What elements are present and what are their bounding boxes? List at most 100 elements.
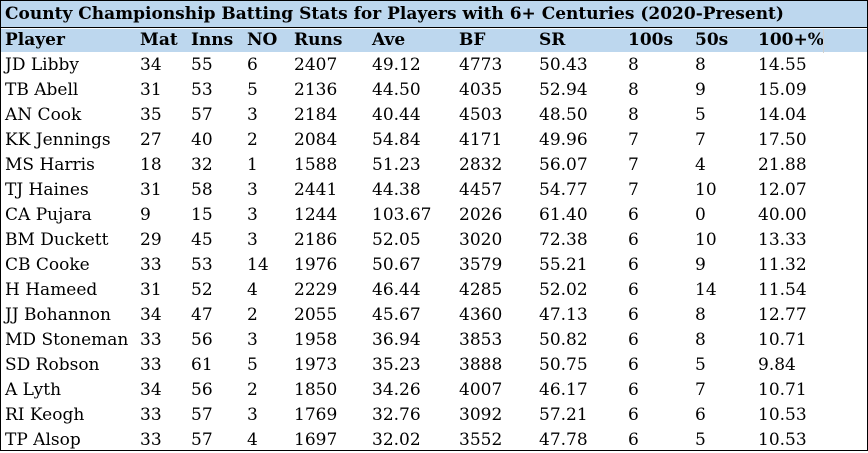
cell-ave: 51.23 xyxy=(372,155,421,175)
cell-runs: 1850 xyxy=(294,380,338,400)
cell-50s: 8 xyxy=(695,305,706,325)
cell-100s: 8 xyxy=(628,55,639,75)
cell-ave: 49.12 xyxy=(372,55,421,75)
cell-bf: 2026 xyxy=(459,205,503,225)
cell-100s: 6 xyxy=(628,305,639,325)
cell-sr: 46.17 xyxy=(539,380,588,400)
cell-50s: 6 xyxy=(695,405,706,425)
header-inns: Inns xyxy=(191,30,234,50)
cell-ave: 35.23 xyxy=(372,355,421,375)
cell-sr: 47.78 xyxy=(539,430,588,450)
cell-50s: 14 xyxy=(695,280,717,300)
cell-inns: 56 xyxy=(191,380,213,400)
cell-100s: 6 xyxy=(628,405,639,425)
cell-100pct: 12.77 xyxy=(758,305,807,325)
cell-inns: 53 xyxy=(191,255,213,275)
cell-no: 3 xyxy=(247,330,258,350)
cell-100pct: 10.71 xyxy=(758,330,807,350)
table-row: MS Harris 18 32 1 1588 51.23 2832 56.07 7 4 21.88 xyxy=(1,153,867,178)
cell-bf: 3888 xyxy=(459,355,503,375)
cell-mat: 35 xyxy=(140,105,162,125)
cell-50s: 7 xyxy=(695,380,706,400)
cell-runs: 2229 xyxy=(294,280,338,300)
cell-inns: 32 xyxy=(191,155,213,175)
cell-100pct: 21.88 xyxy=(758,155,807,175)
cell-100s: 6 xyxy=(628,230,639,250)
cell-bf: 3020 xyxy=(459,230,503,250)
cell-runs: 2184 xyxy=(294,105,338,125)
cell-ave: 32.02 xyxy=(372,430,421,450)
cell-bf: 4007 xyxy=(459,380,503,400)
cell-sr: 72.38 xyxy=(539,230,588,250)
cell-runs: 1976 xyxy=(294,255,338,275)
header-50s: 50s xyxy=(695,30,729,50)
cell-player: SD Robson xyxy=(5,355,100,375)
cell-100pct: 15.09 xyxy=(758,80,807,100)
header-player: Player xyxy=(5,30,65,50)
cell-100s: 7 xyxy=(628,180,639,200)
table-row: JD Libby 34 55 6 2407 49.12 4773 50.43 8 8 14.55 xyxy=(1,53,867,78)
cell-50s: 8 xyxy=(695,330,706,350)
header-row: Player Mat Inns NO Runs Ave BF SR 100s 50s 100+% xyxy=(1,29,867,52)
cell-100pct: 40.00 xyxy=(758,205,807,225)
table-row: A Lyth 34 56 2 1850 34.26 4007 46.17 6 7 10.71 xyxy=(1,378,867,403)
cell-ave: 52.05 xyxy=(372,230,421,250)
header-100pct: 100+% xyxy=(758,30,824,50)
cell-no: 3 xyxy=(247,180,258,200)
cell-ave: 34.26 xyxy=(372,380,421,400)
cell-mat: 9 xyxy=(140,205,151,225)
cell-100s: 6 xyxy=(628,255,639,275)
cell-100pct: 14.55 xyxy=(758,55,807,75)
table-row: CB Cooke 33 53 14 1976 50.67 3579 55.21 6 9 11.32 xyxy=(1,253,867,278)
cell-bf: 4171 xyxy=(459,130,503,150)
cell-runs: 2186 xyxy=(294,230,338,250)
cell-100s: 8 xyxy=(628,105,639,125)
table-row: MD Stoneman 33 56 3 1958 36.94 3853 50.82 6 8 10.7… xyxy=(1,328,867,353)
cell-100pct: 11.32 xyxy=(758,255,807,275)
cell-100s: 6 xyxy=(628,430,639,450)
cell-runs: 2441 xyxy=(294,180,338,200)
header-sr: SR xyxy=(539,30,566,50)
table-row: KK Jennings 27 40 2 2084 54.84 4171 49.96 7 7 17.5… xyxy=(1,128,867,153)
cell-sr: 55.21 xyxy=(539,255,588,275)
cell-ave: 40.44 xyxy=(372,105,421,125)
cell-sr: 52.02 xyxy=(539,280,588,300)
cell-100pct: 14.04 xyxy=(758,105,807,125)
cell-100s: 6 xyxy=(628,330,639,350)
cell-mat: 29 xyxy=(140,230,162,250)
cell-runs: 2407 xyxy=(294,55,338,75)
cell-100s: 7 xyxy=(628,130,639,150)
cell-no: 2 xyxy=(247,305,258,325)
cell-mat: 34 xyxy=(140,380,162,400)
cell-mat: 33 xyxy=(140,405,162,425)
cell-ave: 50.67 xyxy=(372,255,421,275)
cell-sr: 57.21 xyxy=(539,405,588,425)
cell-inns: 40 xyxy=(191,130,213,150)
cell-player: AN Cook xyxy=(5,105,82,125)
table-body: JD Libby 34 55 6 2407 49.12 4773 50.43 8 8 14.55 TB… xyxy=(1,53,867,453)
cell-bf: 3579 xyxy=(459,255,503,275)
cell-no: 3 xyxy=(247,230,258,250)
cell-inns: 57 xyxy=(191,405,213,425)
cell-runs: 2136 xyxy=(294,80,338,100)
cell-mat: 31 xyxy=(140,280,162,300)
cell-sr: 48.50 xyxy=(539,105,588,125)
cell-player: KK Jennings xyxy=(5,130,111,150)
cell-player: JJ Bohannon xyxy=(5,305,111,325)
cell-mat: 27 xyxy=(140,130,162,150)
cell-ave: 54.84 xyxy=(372,130,421,150)
cell-runs: 1588 xyxy=(294,155,338,175)
cell-no: 4 xyxy=(247,430,258,450)
cell-50s: 10 xyxy=(695,180,717,200)
cell-sr: 49.96 xyxy=(539,130,588,150)
cell-50s: 7 xyxy=(695,130,706,150)
table-row: H Hameed 31 52 4 2229 46.44 4285 52.02 6 14 11.54 xyxy=(1,278,867,303)
cell-sr: 47.13 xyxy=(539,305,588,325)
table-row: CA Pujara 9 15 3 1244 103.67 2026 61.40 6 0 40.00 xyxy=(1,203,867,228)
cell-player: A Lyth xyxy=(5,380,62,400)
cell-ave: 46.44 xyxy=(372,280,421,300)
cell-no: 6 xyxy=(247,55,258,75)
cell-player: TJ Haines xyxy=(5,180,89,200)
table-row: JJ Bohannon 34 47 2 2055 45.67 4360 47.13 6 8 12.7… xyxy=(1,303,867,328)
